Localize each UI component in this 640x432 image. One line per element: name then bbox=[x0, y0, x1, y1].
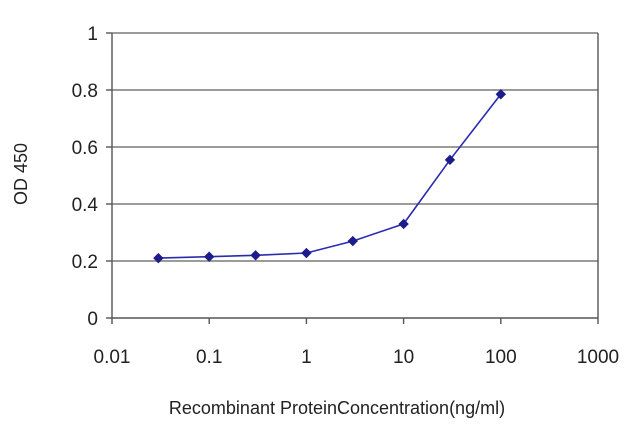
y-tick-label-0: 0 bbox=[87, 309, 98, 330]
data-point-0-5 bbox=[398, 218, 409, 230]
series-layer bbox=[153, 89, 507, 264]
data-point-0-3 bbox=[301, 247, 312, 259]
y-tick-label-4: 0.8 bbox=[72, 81, 98, 102]
data-point-0-4 bbox=[347, 235, 358, 247]
grid-layer bbox=[112, 32, 598, 262]
y-axis-title: OD 450 bbox=[11, 143, 31, 205]
x-tick-label-4: 100 bbox=[485, 347, 517, 368]
data-point-0-2 bbox=[250, 250, 261, 261]
x-tick-label-0: 0.01 bbox=[94, 347, 131, 368]
y-tick-label-1: 0.2 bbox=[72, 252, 98, 273]
data-point-0-7 bbox=[495, 89, 507, 100]
x-tick-label-2: 1 bbox=[301, 347, 312, 368]
x-tick-label-5: 1000 bbox=[577, 347, 619, 368]
y-tick-label-2: 0.4 bbox=[72, 195, 99, 216]
data-point-0-1 bbox=[203, 251, 215, 262]
series-line-0 bbox=[158, 93, 502, 259]
x-tick-label-1: 0.1 bbox=[196, 347, 222, 368]
axis-layer bbox=[106, 32, 599, 324]
data-point-0-0 bbox=[153, 252, 164, 264]
y-tick-label-5: 1 bbox=[87, 24, 98, 45]
y-tick-label-3: 0.6 bbox=[72, 138, 98, 159]
label-layer: 0 0.2 0.4 0.6 0.8 1 0.01 0.1 1 10 100 1000 bbox=[72, 24, 620, 368]
x-axis-title: Recombinant ProteinConcentration(ng/ml) bbox=[169, 398, 505, 418]
x-tick-label-3: 10 bbox=[393, 347, 414, 368]
data-point-0-6 bbox=[444, 154, 456, 166]
